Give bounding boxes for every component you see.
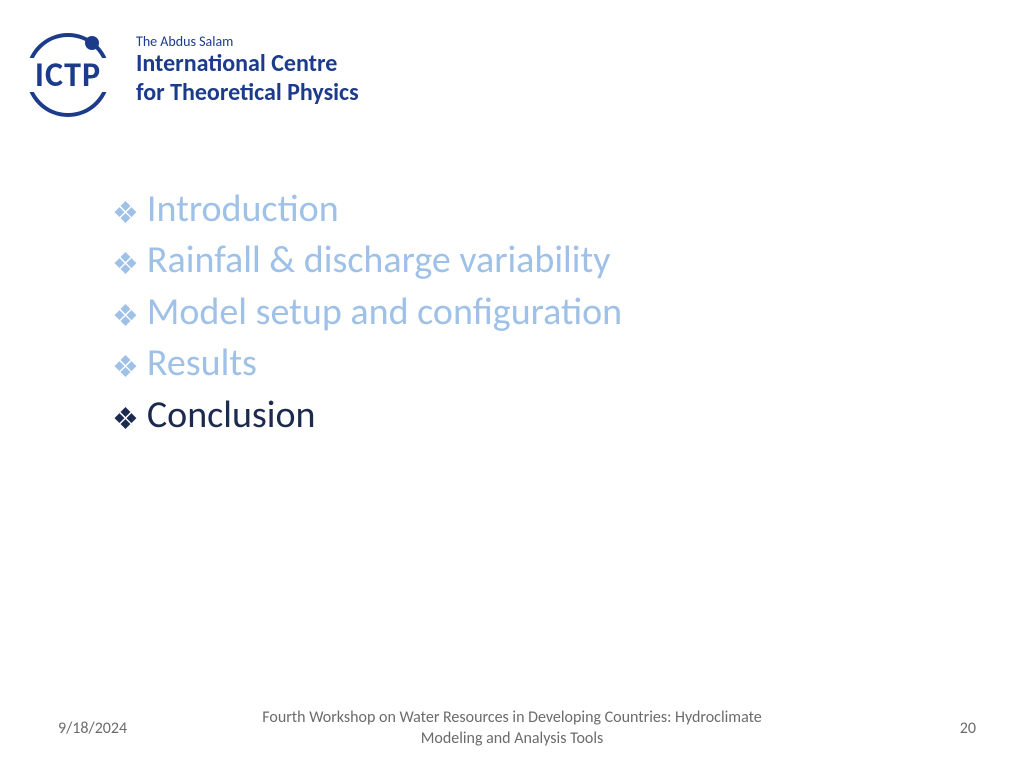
outline-list: ❖ Introduction ❖ Rainfall & discharge varia… <box>112 185 622 442</box>
footer-date: 9/18/2024 <box>58 719 127 738</box>
outline-item-label: Results <box>147 339 257 388</box>
logo-text: The Abdus Salam International Centre for… <box>136 34 359 106</box>
ictp-logo-icon: ICTP <box>18 20 118 120</box>
outline-item-label: Introduction <box>147 185 339 234</box>
outline-item: ❖ Introduction <box>112 185 622 234</box>
outline-item: ❖ Model setup and configuration <box>112 288 622 337</box>
outline-item: ❖ Rainfall & discharge variability <box>112 236 622 285</box>
slide-footer: 9/18/2024 Fourth Workshop on Water Resou… <box>0 707 1024 750</box>
diamond-bullet-icon: ❖ <box>112 302 139 332</box>
footer-page-number: 20 <box>960 719 976 738</box>
slide: ICTP The Abdus Salam International Centr… <box>0 0 1024 768</box>
outline-item: ❖ Conclusion <box>112 391 622 440</box>
outline-item-label: Rainfall & discharge variability <box>147 236 611 285</box>
outline-item-label: Conclusion <box>147 391 316 440</box>
diamond-bullet-icon: ❖ <box>112 405 139 435</box>
logo-acronym: ICTP <box>35 55 101 96</box>
footer-title: Fourth Workshop on Water Resources in De… <box>0 707 1024 750</box>
logo-main-line1: International Centre <box>136 51 359 77</box>
outline-item-label: Model setup and configuration <box>147 288 622 337</box>
diamond-bullet-icon: ❖ <box>112 250 139 280</box>
outline-item: ❖ Results <box>112 339 622 388</box>
logo-main-line2: for Theoretical Physics <box>136 80 359 106</box>
diamond-bullet-icon: ❖ <box>112 199 139 229</box>
logo-top-line: The Abdus Salam <box>136 34 359 49</box>
ictp-logo-block: ICTP The Abdus Salam International Centr… <box>18 20 359 120</box>
diamond-bullet-icon: ❖ <box>112 353 139 383</box>
